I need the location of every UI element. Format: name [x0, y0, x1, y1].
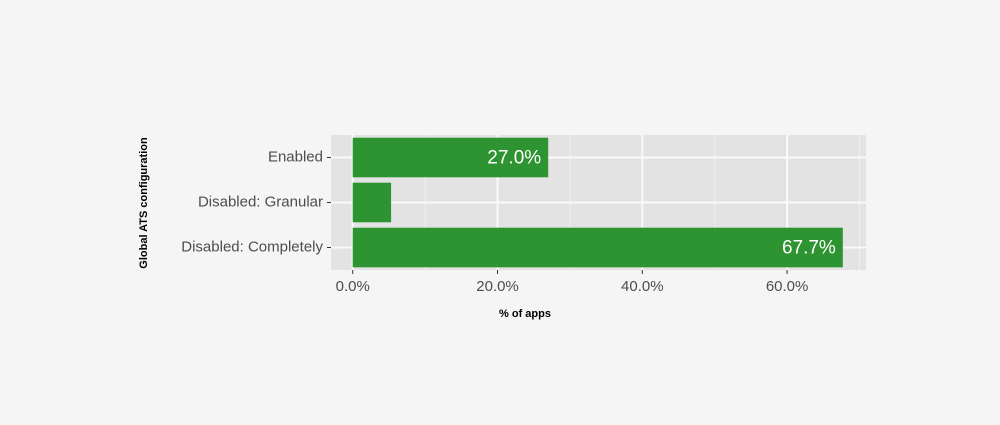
- bar: [352, 137, 549, 178]
- y-tick-label: Disabled: Granular: [198, 193, 323, 210]
- bar: [352, 182, 392, 223]
- y-tick-label: Disabled: Completely: [181, 238, 323, 255]
- x-tick-label: 0.0%: [336, 278, 370, 295]
- x-tick-label: 40.0%: [621, 278, 664, 295]
- x-axis-title: % of apps: [499, 308, 551, 320]
- value-label: 27.0%: [487, 148, 541, 169]
- bar: [352, 227, 843, 268]
- y-axis-title: Global ATS configuration: [138, 137, 150, 269]
- x-tick-label: 20.0%: [476, 278, 519, 295]
- x-tick-label: 60.0%: [766, 278, 809, 295]
- y-tick-label: Enabled: [268, 148, 323, 165]
- value-label: 67.7%: [782, 238, 836, 259]
